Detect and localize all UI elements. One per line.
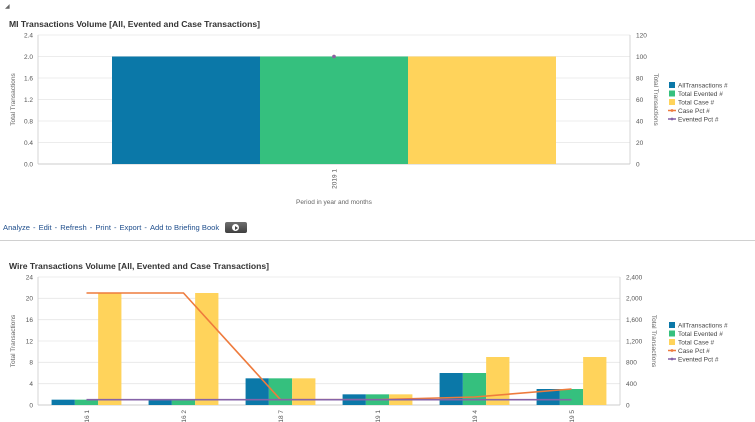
bar [536, 389, 560, 405]
legend-marker [670, 109, 674, 112]
y-tick-label: 0.4 [24, 140, 33, 147]
x-tick-label: 18 7 [278, 410, 285, 422]
y2-tick-label: 2,400 [626, 274, 643, 281]
y-axis-title: Total Transactions [10, 314, 17, 367]
y-tick-label: 4 [29, 381, 33, 388]
y2-tick-label: 40 [636, 118, 644, 125]
y-tick-label: 0 [29, 402, 33, 409]
y-tick-label: 1.6 [24, 75, 33, 82]
y2-tick-label: 2,000 [626, 296, 643, 303]
link-separator: - [113, 223, 117, 232]
link-analyze[interactable]: Analyze [3, 223, 31, 232]
y2-tick-label: 0 [626, 402, 630, 409]
x-axis-title: Period in year and months [296, 199, 373, 206]
y2-tick-label: 800 [626, 360, 637, 367]
legend-label: Evented Pct # [678, 117, 719, 124]
y2-tick-label: 100 [636, 54, 647, 61]
chart-title: Wire Transactions Volume [All, Evented a… [9, 261, 270, 271]
y-tick-label: 1.2 [24, 97, 33, 104]
x-tick-label: 2019 1 [332, 169, 339, 189]
legend-label: Case Pct # [678, 348, 710, 355]
y-tick-label: 2.4 [24, 32, 33, 39]
y2-axis-title: Total Transactions [650, 315, 657, 368]
bar [292, 378, 316, 405]
link-print[interactable]: Print [95, 223, 111, 232]
y2-axis-title: Total Transactions [652, 73, 659, 126]
x-tick-label: 16 2 [181, 410, 188, 422]
legend-swatch [669, 339, 675, 345]
link-separator: - [33, 223, 36, 232]
bar [195, 293, 219, 405]
wire-transactions-panel: Wire Transactions Volume [All, Evented a… [0, 240, 755, 422]
y-tick-label: 0.8 [24, 118, 33, 125]
legend-swatch [669, 330, 675, 337]
x-tick-label: 19 5 [569, 410, 576, 422]
legend-swatch [669, 322, 675, 328]
bar [148, 399, 172, 405]
y-tick-label: 8 [29, 360, 33, 367]
bar [112, 56, 260, 164]
y-tick-label: 20 [26, 296, 34, 303]
bar [559, 389, 584, 405]
bar [260, 56, 408, 164]
collapse-toggle-icon[interactable]: ◢ [5, 4, 10, 10]
bar [268, 378, 293, 405]
legend-marker [670, 357, 674, 361]
bar [51, 399, 75, 405]
y-axis-title: Total Transactions [10, 73, 17, 126]
bar [583, 357, 607, 405]
y2-tick-label: 80 [636, 75, 644, 82]
legend-swatch [669, 99, 675, 105]
y2-tick-label: 400 [626, 381, 637, 388]
y-tick-label: 16 [26, 317, 34, 324]
bar [171, 399, 196, 405]
legend-label: Total Evented # [678, 331, 723, 338]
link-separator: - [144, 223, 147, 232]
link-separator: - [89, 223, 93, 232]
report-links: Analyze - Edit - Refresh - Print - Export - Add to… [3, 222, 248, 233]
mi-transactions-chart: 0.0 0 0.4 20 0.8 40 1.2 60 1.6 80 2.0 100 2.4 120 Tota… [10, 32, 728, 206]
link-add-to-briefing-book[interactable]: Add to Briefing Book [149, 223, 220, 232]
bar [486, 357, 510, 405]
legend-label: AllTransactions # [678, 83, 728, 90]
legend-label: Total Evented # [678, 91, 723, 98]
link-edit[interactable]: Edit [38, 223, 52, 232]
y-tick-label: 12 [26, 338, 34, 345]
y2-tick-label: 1,200 [626, 338, 643, 345]
y-tick-label: 0.0 [24, 161, 33, 168]
legend-label: Evented Pct # [678, 357, 719, 364]
y2-tick-label: 0 [636, 161, 640, 168]
y-tick-label: 24 [26, 274, 34, 281]
bar [245, 378, 269, 405]
legend-label: Case Pct # [678, 108, 710, 115]
legend-label: Total Case # [678, 100, 715, 107]
mi-transactions-panel: ◢ MI Transactions Volume [All, Evented a… [3, 4, 728, 233]
y2-tick-label: 120 [636, 32, 647, 39]
y2-tick-label: 1,600 [626, 317, 643, 324]
series-point [332, 54, 336, 59]
x-tick-label: 16 1 [84, 410, 91, 422]
play-icon[interactable] [225, 222, 248, 233]
link-export[interactable]: Export [119, 223, 142, 232]
legend-swatch [669, 82, 675, 88]
legend-marker [670, 117, 674, 121]
y-tick-label: 2.0 [24, 54, 33, 61]
link-refresh[interactable]: Refresh [60, 223, 87, 232]
legend-label: Total Case # [678, 340, 715, 347]
x-tick-label: 19 1 [375, 410, 382, 422]
bar [408, 56, 556, 164]
link-separator: - [54, 223, 58, 232]
chart-title: MI Transactions Volume [All, Evented and… [9, 19, 261, 29]
y2-tick-label: 20 [636, 140, 644, 147]
wire-transactions-chart: 0 0 4 400 8 800 12 1,200 16 1,600 20 2,000 24 2,400 To… [10, 274, 728, 422]
y2-tick-label: 60 [636, 97, 644, 104]
legend-label: AllTransactions # [678, 323, 728, 330]
legend-swatch [669, 90, 675, 97]
legend-marker [670, 349, 674, 352]
bar [74, 399, 99, 405]
x-tick-label: 19 4 [472, 410, 479, 422]
bar [98, 293, 122, 405]
